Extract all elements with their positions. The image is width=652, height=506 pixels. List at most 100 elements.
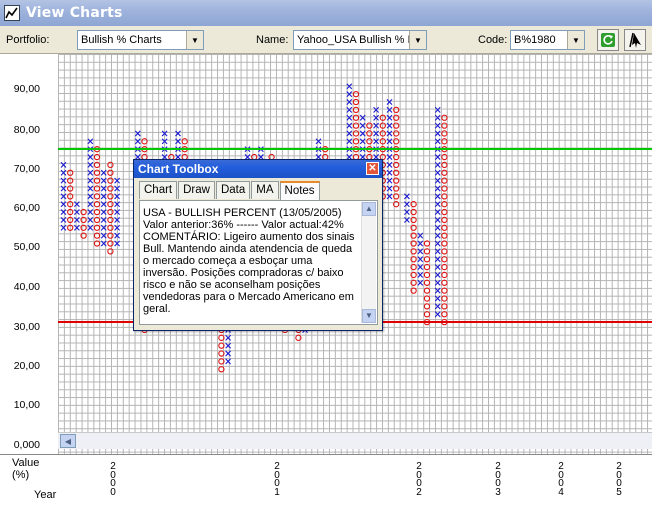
pf-x-mark <box>346 122 353 129</box>
pf-o-mark <box>218 342 225 349</box>
pf-x-mark <box>114 240 120 247</box>
pf-o-mark <box>93 201 101 208</box>
pf-o-mark <box>218 350 225 357</box>
y-tick-label: 80,00 <box>13 124 40 136</box>
pf-o-mark <box>410 263 417 271</box>
chevron-down-icon[interactable]: ▼ <box>567 31 584 49</box>
pf-o-mark <box>410 216 417 224</box>
pointer-button[interactable] <box>624 29 646 51</box>
horizontal-scrollbar[interactable]: ◀ <box>58 432 652 449</box>
code-select[interactable]: B%1980 ▼ <box>510 30 585 50</box>
pf-o-mark <box>67 193 74 200</box>
pf-o-mark <box>352 138 360 145</box>
pf-o-mark <box>423 311 431 318</box>
pf-x-mark <box>386 154 393 161</box>
chevron-down-icon[interactable]: ▼ <box>409 31 426 49</box>
pf-o-mark <box>441 138 448 145</box>
pf-x-mark <box>87 169 94 176</box>
pf-o-mark <box>107 232 114 239</box>
tab-chart[interactable]: Chart <box>139 181 178 199</box>
resistance-line <box>58 148 652 151</box>
pf-x-mark <box>386 177 393 184</box>
pf-o-mark <box>93 193 101 200</box>
pf-o-mark <box>352 106 360 114</box>
tab-ma[interactable]: MA <box>251 181 279 199</box>
pf-x-mark <box>346 91 353 98</box>
pf-x-mark <box>373 130 379 137</box>
pf-x-mark <box>114 209 120 216</box>
pf-x-mark <box>315 154 322 161</box>
pf-o-mark <box>441 201 448 208</box>
y-tick-label: 50,00 <box>13 241 40 253</box>
scroll-up-icon[interactable]: ▲ <box>362 202 376 216</box>
pf-x-mark <box>386 106 393 113</box>
pf-x-mark <box>359 122 366 129</box>
close-icon[interactable]: ✕ <box>366 162 379 175</box>
pf-o-mark <box>107 248 114 255</box>
toolbox-tabs: Chart Draw Data MA Notes <box>139 181 321 201</box>
pf-o-mark <box>410 248 417 255</box>
pf-o-mark <box>441 248 448 255</box>
pf-x-mark <box>434 264 441 271</box>
refresh-button[interactable] <box>597 29 619 51</box>
pf-o-mark <box>181 138 188 145</box>
window-titlebar[interactable]: View Charts <box>0 0 652 26</box>
pf-x-mark <box>434 122 441 129</box>
portfolio-select[interactable]: Bullish % Charts ▼ <box>77 30 204 50</box>
pf-o-mark <box>393 130 400 137</box>
scroll-left-icon[interactable]: ◀ <box>60 434 76 448</box>
pf-o-mark <box>107 201 114 208</box>
pf-o-mark <box>141 138 148 145</box>
pf-x-mark <box>87 209 94 216</box>
pf-x-mark <box>434 161 441 168</box>
pf-x-mark <box>434 201 441 208</box>
pf-x-mark <box>87 177 94 184</box>
pf-o-mark <box>366 130 373 137</box>
pf-x-mark <box>60 193 67 200</box>
pf-o-mark <box>423 263 431 271</box>
pf-o-mark <box>441 271 448 279</box>
toolbox-titlebar[interactable]: Chart Toolbox ✕ <box>134 160 382 178</box>
pf-x-mark <box>373 122 379 129</box>
pf-o-mark <box>423 295 431 302</box>
pf-o-mark <box>441 122 448 129</box>
pf-o-mark <box>107 224 114 231</box>
pf-o-mark <box>379 138 386 145</box>
y-tick-label: 70,00 <box>13 163 40 175</box>
pf-x-mark <box>60 224 67 231</box>
pf-x-mark <box>434 169 441 176</box>
tab-data[interactable]: Data <box>215 181 251 199</box>
pf-x-mark <box>100 177 107 184</box>
pf-x-mark <box>87 161 94 168</box>
pf-o-mark <box>80 208 87 216</box>
tab-draw[interactable]: Draw <box>178 181 215 199</box>
code-value: B%1980 <box>514 34 556 46</box>
chevron-down-icon[interactable]: ▼ <box>186 31 203 49</box>
pf-o-mark <box>441 224 448 231</box>
pf-x-mark <box>373 106 379 113</box>
pf-x-mark <box>346 99 353 106</box>
tab-notes[interactable]: Notes <box>279 181 320 201</box>
notes-scrollbar[interactable]: ▲ ▼ <box>361 202 376 323</box>
pf-o-mark <box>423 256 431 263</box>
pf-x-mark <box>434 248 441 255</box>
pf-o-mark <box>393 161 400 169</box>
pf-x-mark <box>87 201 94 208</box>
scroll-down-icon[interactable]: ▼ <box>362 309 376 323</box>
pf-x-mark <box>100 193 107 200</box>
pf-o-mark <box>80 216 87 224</box>
pf-x-mark <box>114 177 120 184</box>
pf-x-mark <box>434 256 441 263</box>
pf-x-mark <box>434 224 441 231</box>
toolbar: Portfolio: Bullish % Charts ▼ Name: Yaho… <box>0 26 652 54</box>
pf-o-mark <box>107 240 114 247</box>
pf-x-mark <box>373 138 379 145</box>
pf-x-mark <box>87 224 94 231</box>
pf-x-mark <box>100 185 107 192</box>
chart-toolbox[interactable]: Chart Toolbox ✕ Chart Draw Data MA Notes… <box>133 159 383 331</box>
notes-textarea[interactable]: USA - BULLISH PERCENT (13/05/2005) Valor… <box>143 207 355 315</box>
pf-x-mark <box>60 201 67 208</box>
name-select[interactable]: Yahoo_USA Bullish % I ▼ <box>293 30 427 50</box>
